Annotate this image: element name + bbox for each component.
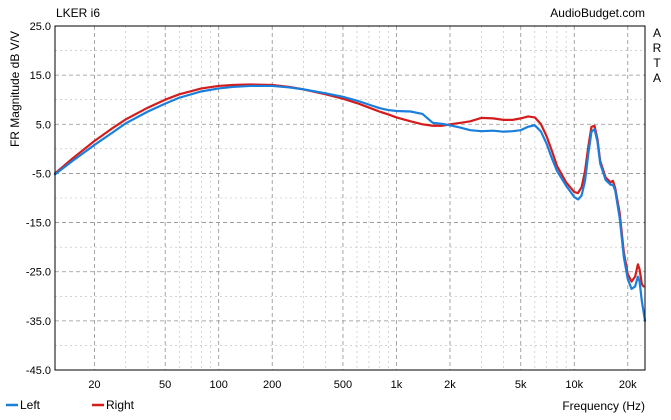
series-lines [53,83,647,322]
chart-source: AudioBudget.com [550,6,645,20]
watermark-letter: T [653,56,661,70]
series-line-left [53,84,647,322]
x-tick-label: 5k [515,379,527,391]
y-tick-label: 25.0 [30,21,51,33]
legend: Left Right [6,398,135,412]
x-tick-label: 1k [391,379,403,391]
y-tick-label: -25.0 [26,267,51,279]
y-axis-label: FR Magnitude dB V/V [8,31,22,147]
y-tick-label: -45.0 [26,365,51,377]
x-tick-label: 10k [565,379,583,391]
y-tick-labels: 25.0 15.0 5.0 -5.0 -15.0 -25.0 -35.0 -45.0 [26,21,51,377]
x-tick-label: 200 [263,379,281,391]
x-tick-label: 2k [444,379,456,391]
watermark-letter: A [653,71,661,85]
x-axis-label: Frequency (Hz) [562,399,645,413]
x-tick-label: 20k [619,379,637,391]
series-line-right [53,83,645,288]
x-tick-label: 50 [159,379,171,391]
y-tick-label: -35.0 [26,316,51,328]
legend-label: Right [106,398,135,412]
chart-title: LKER i6 [56,6,100,20]
y-tick-label: -15.0 [26,218,51,230]
plot-frame [54,25,646,371]
x-tick-label: 500 [334,379,352,391]
x-tick-label: 100 [210,379,228,391]
x-tick-labels: 20 50 100 200 500 1k 2k 5k 10k 20k [88,379,637,391]
grid [55,25,645,371]
y-tick-label: 15.0 [30,70,51,82]
watermark-letter: R [653,41,662,55]
y-tick-label: -5.0 [32,168,51,180]
x-tick-label: 20 [88,379,100,391]
watermark-letter: A [653,26,661,40]
legend-label: Left [20,398,41,412]
y-tick-label: 5.0 [36,119,51,131]
